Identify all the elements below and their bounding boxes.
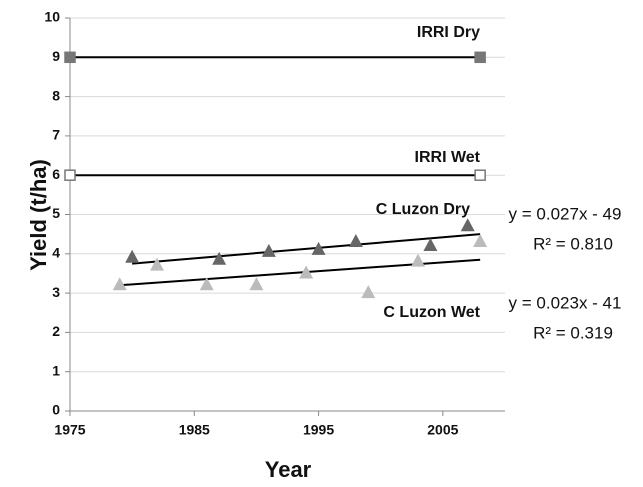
y-tick-label: 4 <box>52 245 60 261</box>
marker <box>261 243 276 257</box>
marker <box>474 169 486 181</box>
y-tick-label: 5 <box>52 205 60 221</box>
marker <box>199 277 214 291</box>
marker <box>311 241 326 255</box>
annotation: R² = 0.810 <box>533 234 613 253</box>
marker <box>348 234 363 248</box>
marker <box>474 51 486 64</box>
series-label: IRRI Dry <box>417 24 480 41</box>
marker <box>112 277 127 291</box>
annotation: y = 0.023x - 41 <box>509 293 622 312</box>
marker <box>249 277 264 291</box>
y-tick-label: 6 <box>52 166 60 182</box>
series-label: IRRI Wet <box>415 149 481 166</box>
y-tick-label: 2 <box>52 323 60 339</box>
x-tick-label: 1995 <box>303 422 334 438</box>
trend-line <box>132 233 481 265</box>
y-tick-label: 10 <box>44 9 60 25</box>
y-axis-title: Yield (t/ha) <box>26 159 51 271</box>
marker <box>423 237 438 251</box>
marker <box>473 234 488 248</box>
y-tick-label: 8 <box>52 87 60 103</box>
marker <box>212 251 227 265</box>
trend-line <box>119 258 481 287</box>
marker <box>299 265 314 279</box>
annotation: R² = 0.319 <box>533 323 613 342</box>
marker <box>125 249 140 263</box>
y-tick-label: 0 <box>52 402 60 418</box>
series-label: C Luzon Wet <box>383 304 480 321</box>
marker <box>150 257 164 271</box>
y-tick-label: 3 <box>52 284 60 300</box>
marker <box>361 285 376 299</box>
y-tick-label: 7 <box>52 127 60 143</box>
series-label: C Luzon Dry <box>376 201 470 218</box>
x-tick-label: 1985 <box>179 422 210 438</box>
x-tick-label: 2005 <box>427 422 458 438</box>
marker <box>64 169 76 181</box>
marker <box>460 218 475 232</box>
marker <box>64 51 76 64</box>
x-tick-label: 1975 <box>54 422 85 438</box>
x-axis-title: Year <box>265 457 312 482</box>
annotation: y = 0.027x - 49 <box>509 204 622 223</box>
y-tick-label: 9 <box>52 48 60 64</box>
y-tick-label: 1 <box>52 362 60 378</box>
marker <box>411 253 425 267</box>
